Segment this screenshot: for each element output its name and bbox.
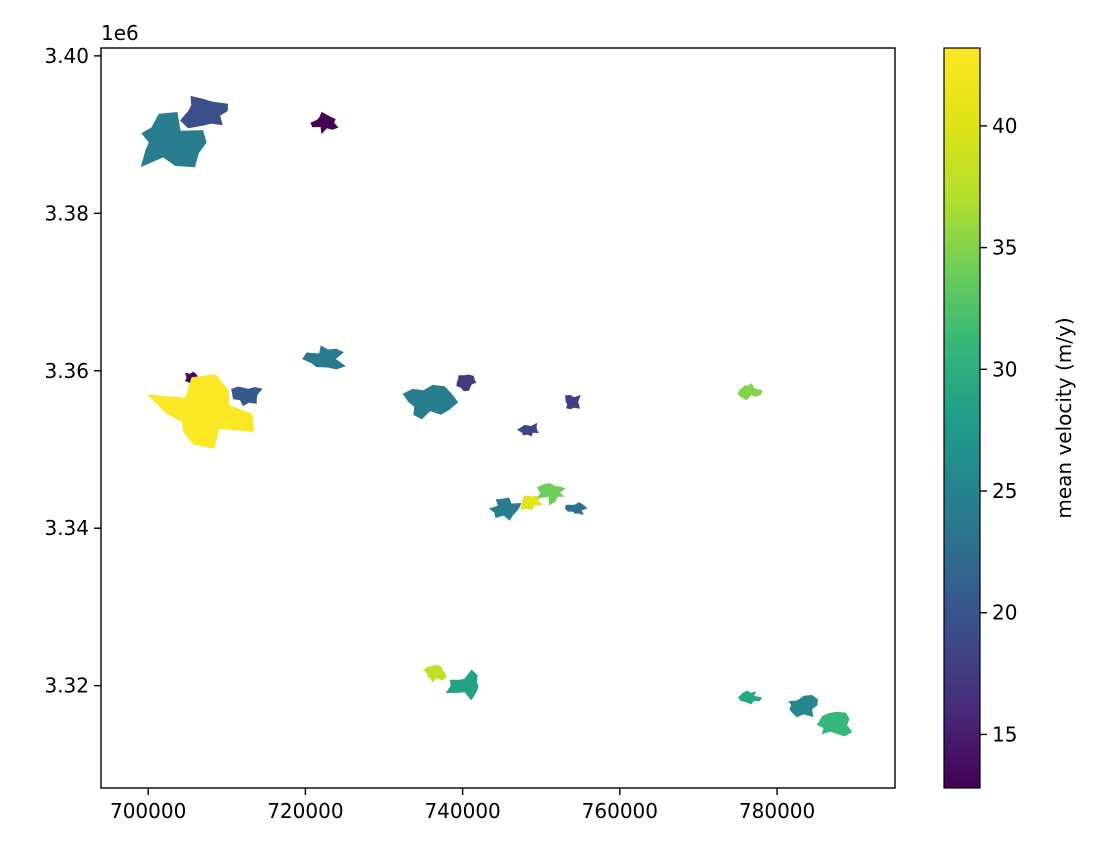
y-axis: 3.32 3.34 3.36 3.38 3.40	[44, 44, 101, 698]
plot-frame	[100, 47, 896, 789]
colorbar-tick-label: 15	[992, 722, 1017, 746]
colorbar-gradient	[944, 48, 980, 788]
glacier-outline	[520, 495, 544, 510]
glacier-outline	[564, 502, 588, 515]
y-tick-label: 3.40	[44, 44, 89, 68]
x-tick-label: 780000	[739, 799, 815, 823]
y-tick-label: 3.36	[44, 359, 89, 383]
colorbar-tick-label: 25	[992, 479, 1017, 503]
glacier-outline	[231, 386, 263, 407]
y-axis-offset-label: 1e6	[101, 21, 139, 45]
colorbar: 15 20 25 30 35 40 mean velocity (m/y)	[943, 47, 1076, 789]
glacier-outline	[537, 483, 566, 506]
x-tick-label: 700000	[110, 799, 186, 823]
x-tick-label: 740000	[424, 799, 500, 823]
colorbar-tick-label: 20	[992, 601, 1017, 625]
glacier-outline	[488, 497, 522, 521]
colorbar-tick-label: 40	[992, 114, 1017, 138]
glacier-outline	[140, 112, 207, 168]
colorbar-tick-label: 35	[992, 236, 1017, 260]
x-axis: 700000 720000 740000 760000 780000	[110, 788, 815, 823]
colorbar-frame	[943, 47, 981, 789]
glacier-outlines	[140, 95, 853, 737]
plot-area: 700000 720000 740000 760000 780000 3.323.343…	[44, 21, 896, 823]
colorbar-tick-label: 30	[992, 357, 1017, 381]
glacier-outline	[180, 95, 228, 129]
glacier-outline	[423, 664, 447, 683]
glacier-outline	[456, 374, 477, 392]
glacier-outline	[402, 384, 459, 420]
colorbar-ticks: 15 20 25 30 35 40	[980, 114, 1017, 746]
glacier-outline	[737, 383, 763, 401]
glacier-outline	[788, 695, 818, 718]
glacier-outline	[565, 394, 581, 410]
y-tick-label: 3.32	[44, 674, 89, 698]
y-tick-label: 3.38	[44, 201, 89, 225]
x-tick-label: 720000	[267, 799, 343, 823]
glacier-outline	[816, 711, 853, 737]
glacier-outline	[302, 345, 346, 370]
y-tick-label: 3.34	[44, 516, 89, 540]
glacier-outline	[445, 669, 479, 701]
x-tick-label: 760000	[582, 799, 658, 823]
glacier-outline	[738, 690, 763, 705]
colorbar-label: mean velocity (m/y)	[1052, 317, 1076, 518]
glacier-outline	[310, 111, 339, 135]
glacier-outline	[517, 422, 539, 437]
glacier-outline	[147, 374, 254, 449]
